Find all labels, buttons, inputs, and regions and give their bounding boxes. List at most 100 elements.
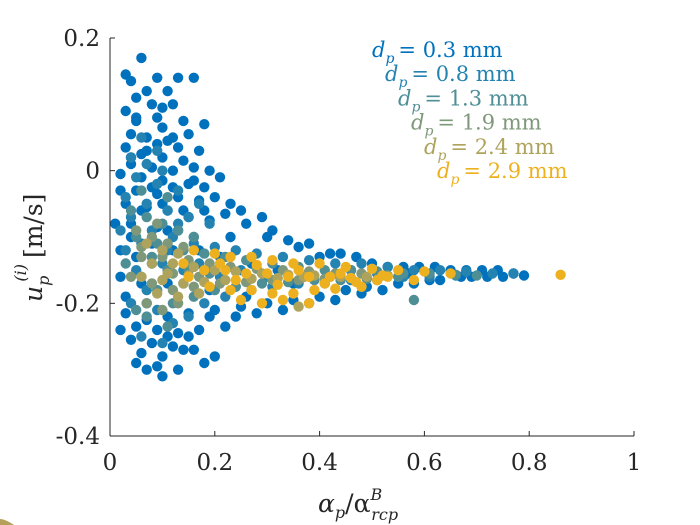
data-point (141, 158, 152, 170)
data-point (199, 248, 210, 259)
legend-symbol: d (385, 62, 398, 86)
data-point (199, 182, 210, 193)
data-point (162, 205, 173, 216)
y-label-sub: p (34, 276, 53, 286)
data-point (172, 185, 184, 196)
data-point (555, 269, 566, 280)
data-point (251, 259, 262, 271)
data-point (172, 291, 184, 302)
data-point (157, 122, 168, 133)
y-tick-label: -0.2 (56, 291, 100, 317)
data-point (319, 278, 330, 289)
legend-entry: dp = 2.9 mm (437, 159, 568, 188)
data-point (256, 278, 268, 289)
data-point (230, 274, 241, 286)
axes (109, 38, 634, 437)
data-point (152, 361, 163, 372)
data-point (267, 255, 278, 266)
data-point (408, 265, 420, 276)
data-point (419, 266, 430, 277)
data-point (303, 298, 315, 309)
x-label-sub: rcp (371, 505, 398, 524)
data-point (188, 344, 199, 355)
data-point (167, 341, 179, 352)
legend-symbol: d (372, 38, 385, 62)
data-point (330, 294, 341, 306)
data-point (330, 283, 341, 294)
data-point (225, 231, 236, 243)
data-point (262, 231, 273, 243)
data-point (230, 311, 241, 322)
data-point (204, 281, 215, 292)
data-point (131, 92, 142, 103)
data-point (157, 165, 168, 176)
data-point (461, 266, 472, 277)
x-label-alpha: α (318, 489, 335, 518)
data-point (136, 52, 147, 64)
x-tick-label: 0 (103, 450, 118, 476)
data-point (152, 218, 163, 229)
data-point (235, 294, 247, 306)
y-tick-label: 0 (85, 159, 100, 185)
legend-value: = 0.3 mm (398, 38, 502, 62)
data-point (408, 274, 420, 286)
data-point (209, 248, 220, 259)
legend-subscript: p (385, 51, 394, 67)
data-point (382, 261, 393, 273)
data-point (125, 75, 137, 87)
legend-symbol: d (424, 135, 437, 159)
data-point (199, 119, 210, 130)
data-point (277, 304, 289, 316)
data-point (199, 298, 210, 309)
legend-value: = 0.8 mm (411, 62, 515, 86)
data-point (199, 357, 210, 369)
x-label-alpha-sub: p (335, 503, 345, 522)
legend-subscript: p (450, 172, 459, 188)
data-point (183, 311, 194, 322)
data-point (120, 308, 131, 319)
y-tick-label: 0.2 (63, 26, 100, 52)
data-point (131, 357, 142, 369)
data-point (162, 321, 173, 332)
data-point (382, 271, 393, 282)
data-point (293, 301, 304, 312)
data-point (172, 248, 184, 259)
data-point (125, 271, 137, 282)
y-label-u: u (19, 286, 48, 302)
data-point (361, 271, 372, 282)
data-point (188, 162, 199, 173)
data-point (152, 72, 163, 84)
data-point (131, 304, 142, 316)
legend-entry: dp = 2.4 mm (424, 135, 555, 164)
data-point (508, 268, 519, 279)
data-point (445, 268, 456, 279)
data-point (152, 112, 163, 123)
data-point (115, 324, 126, 336)
data-point (167, 99, 179, 110)
legend-entry: dp = 0.3 mm (372, 38, 503, 67)
data-point (324, 248, 336, 259)
data-point (115, 225, 126, 236)
data-point (136, 271, 147, 282)
data-point (141, 238, 152, 249)
legend-entry: dp = 1.3 mm (398, 86, 529, 115)
data-point (125, 205, 137, 216)
data-point (288, 288, 299, 299)
x-axis-label: αp/αB rcp (318, 485, 398, 524)
legend-entry: dp = 0.8 mm (385, 62, 516, 91)
data-point (115, 168, 126, 180)
data-point (131, 112, 142, 123)
x-tick-label: 0.6 (406, 450, 443, 476)
data-point (183, 331, 194, 342)
data-point (293, 241, 304, 253)
legend-value: = 2.9 mm (463, 159, 567, 183)
data-point (183, 271, 194, 282)
data-point (167, 165, 179, 176)
data-point (141, 198, 152, 209)
legend-symbol: d (398, 86, 411, 110)
data-points (110, 52, 566, 382)
legend-subscript: p (437, 148, 446, 164)
data-point (193, 145, 205, 156)
data-point (193, 288, 205, 299)
